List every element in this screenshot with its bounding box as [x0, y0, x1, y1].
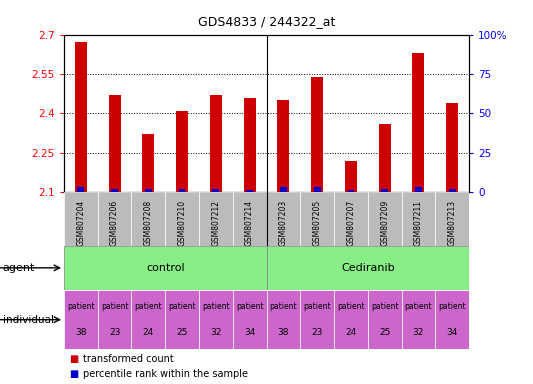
- Text: GSM807214: GSM807214: [245, 200, 254, 246]
- Bar: [435, 290, 469, 349]
- Text: individual: individual: [3, 314, 54, 325]
- Text: 34: 34: [244, 328, 255, 337]
- Text: GSM807211: GSM807211: [414, 200, 423, 246]
- Bar: [415, 187, 422, 192]
- Text: percentile rank within the sample: percentile rank within the sample: [83, 369, 248, 379]
- Text: patient: patient: [270, 302, 297, 311]
- Text: 25: 25: [379, 328, 390, 337]
- Bar: [413, 53, 424, 192]
- Bar: [176, 111, 188, 192]
- Bar: [381, 189, 388, 192]
- Text: patient: patient: [371, 302, 399, 311]
- Text: patient: patient: [101, 302, 128, 311]
- Bar: [111, 189, 118, 192]
- Bar: [449, 189, 456, 192]
- Text: agent: agent: [3, 263, 35, 273]
- Bar: [334, 192, 368, 246]
- Bar: [314, 187, 320, 192]
- Text: 25: 25: [176, 328, 188, 337]
- Bar: [64, 192, 98, 246]
- Text: 38: 38: [278, 328, 289, 337]
- Text: 23: 23: [109, 328, 120, 337]
- Text: GSM807207: GSM807207: [346, 200, 356, 246]
- Text: GSM807212: GSM807212: [212, 200, 220, 246]
- Text: GSM807209: GSM807209: [380, 200, 389, 246]
- Bar: [64, 290, 98, 349]
- Bar: [300, 192, 334, 246]
- Bar: [368, 192, 401, 246]
- Bar: [199, 192, 233, 246]
- Text: 24: 24: [143, 328, 154, 337]
- Bar: [266, 246, 469, 290]
- Text: GSM807210: GSM807210: [177, 200, 187, 246]
- Bar: [213, 189, 219, 192]
- Text: patient: patient: [134, 302, 162, 311]
- Text: patient: patient: [303, 302, 331, 311]
- Bar: [266, 290, 300, 349]
- Bar: [311, 76, 323, 192]
- Bar: [165, 192, 199, 246]
- Bar: [278, 100, 289, 192]
- Bar: [334, 290, 368, 349]
- Bar: [379, 124, 391, 192]
- Text: GSM807208: GSM807208: [144, 200, 153, 246]
- Bar: [246, 190, 253, 192]
- Text: 24: 24: [345, 328, 357, 337]
- Text: GDS4833 / 244322_at: GDS4833 / 244322_at: [198, 15, 335, 28]
- Text: 23: 23: [311, 328, 323, 337]
- Text: GSM807206: GSM807206: [110, 200, 119, 246]
- Text: GSM807213: GSM807213: [448, 200, 457, 246]
- Text: patient: patient: [438, 302, 466, 311]
- Text: control: control: [146, 263, 184, 273]
- Bar: [210, 95, 222, 192]
- Text: Cediranib: Cediranib: [341, 263, 394, 273]
- Text: patient: patient: [337, 302, 365, 311]
- Bar: [75, 43, 87, 192]
- Text: patient: patient: [236, 302, 263, 311]
- Text: 38: 38: [75, 328, 86, 337]
- Bar: [98, 192, 132, 246]
- Bar: [98, 290, 132, 349]
- Bar: [109, 95, 120, 192]
- Bar: [145, 189, 152, 192]
- Bar: [199, 290, 233, 349]
- Bar: [233, 290, 266, 349]
- Text: GSM807204: GSM807204: [76, 200, 85, 246]
- Bar: [165, 290, 199, 349]
- Text: 32: 32: [413, 328, 424, 337]
- Text: 32: 32: [210, 328, 222, 337]
- Text: 34: 34: [447, 328, 458, 337]
- Bar: [142, 134, 154, 192]
- Bar: [348, 190, 354, 192]
- Bar: [132, 192, 165, 246]
- Text: patient: patient: [405, 302, 432, 311]
- Bar: [401, 192, 435, 246]
- Bar: [132, 290, 165, 349]
- Text: patient: patient: [168, 302, 196, 311]
- Bar: [446, 103, 458, 192]
- Text: patient: patient: [202, 302, 230, 311]
- Bar: [435, 192, 469, 246]
- Bar: [345, 161, 357, 192]
- Text: GSM807205: GSM807205: [313, 200, 321, 246]
- Bar: [244, 98, 255, 192]
- Bar: [64, 246, 266, 290]
- Bar: [300, 290, 334, 349]
- Text: ■: ■: [69, 354, 78, 364]
- Bar: [77, 187, 84, 192]
- Bar: [233, 192, 266, 246]
- Text: ■: ■: [69, 369, 78, 379]
- Bar: [280, 187, 287, 192]
- Text: patient: patient: [67, 302, 95, 311]
- Text: GSM807203: GSM807203: [279, 200, 288, 246]
- Bar: [179, 189, 185, 192]
- Text: transformed count: transformed count: [83, 354, 173, 364]
- Bar: [401, 290, 435, 349]
- Bar: [266, 192, 300, 246]
- Bar: [368, 290, 401, 349]
